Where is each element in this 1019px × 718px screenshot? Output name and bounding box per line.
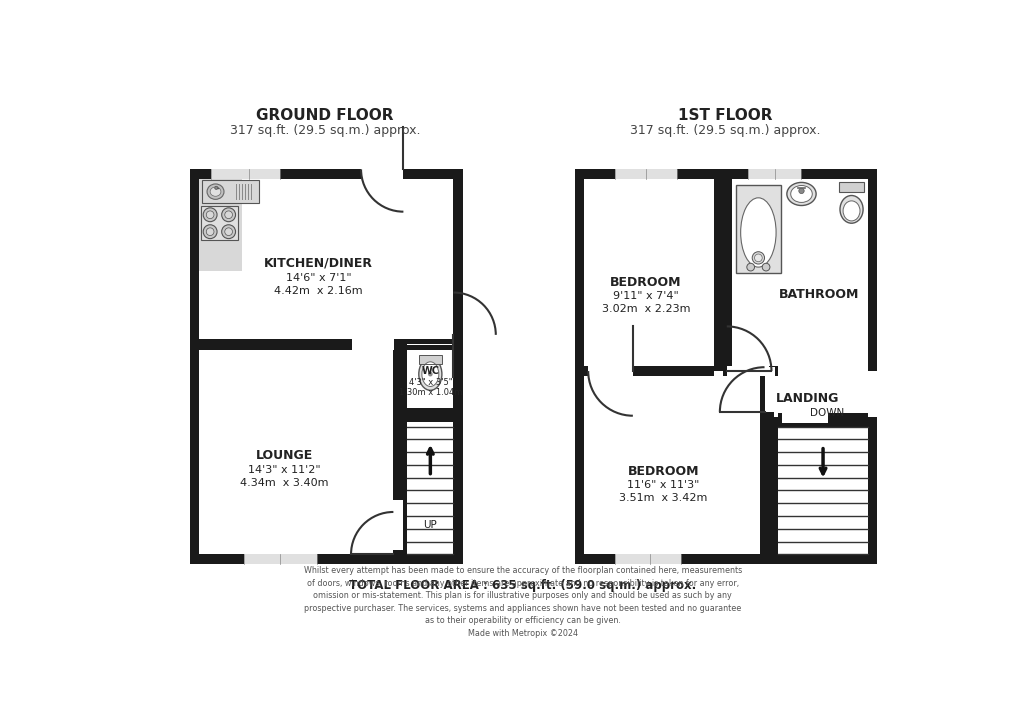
Bar [777, 426, 867, 554]
Circle shape [761, 264, 769, 271]
Bar [614, 169, 676, 179]
Bar [361, 169, 403, 179]
Bar [393, 344, 403, 564]
Ellipse shape [207, 184, 224, 200]
Text: 14'3" x 11'2": 14'3" x 11'2" [248, 465, 320, 475]
Bar [419, 355, 441, 364]
Text: 3.02m  x 2.23m: 3.02m x 2.23m [601, 304, 690, 314]
Bar [727, 366, 768, 376]
Bar [202, 180, 259, 203]
Bar [839, 182, 863, 192]
Ellipse shape [790, 185, 811, 202]
Bar [199, 179, 242, 271]
Circle shape [203, 208, 217, 222]
Text: BEDROOM: BEDROOM [628, 465, 699, 477]
Bar [244, 554, 317, 564]
Text: Whilst every attempt has been made to ensure the accuracy of the floorplan conta: Whilst every attempt has been made to en… [304, 567, 741, 638]
Bar [393, 500, 403, 551]
Circle shape [754, 254, 761, 262]
Circle shape [798, 188, 803, 194]
Ellipse shape [419, 358, 441, 391]
Bar [199, 340, 397, 350]
Bar [190, 169, 463, 564]
Circle shape [221, 208, 235, 222]
Bar [732, 179, 867, 371]
Bar [407, 417, 453, 554]
Bar [584, 179, 713, 371]
Bar [764, 371, 876, 417]
Text: LANDING: LANDING [775, 391, 839, 404]
Bar [839, 182, 863, 192]
Text: 1.30m x 1.04m: 1.30m x 1.04m [398, 388, 462, 397]
Circle shape [215, 186, 218, 190]
Text: 317 sq.ft. (29.5 sq.m.) approx.: 317 sq.ft. (29.5 sq.m.) approx. [630, 123, 819, 136]
Bar [201, 205, 237, 240]
Bar [736, 185, 780, 274]
Text: BATHROOM: BATHROOM [779, 288, 859, 301]
Bar [764, 367, 773, 412]
Text: 4'3" x 3'5": 4'3" x 3'5" [409, 378, 451, 387]
Bar [717, 179, 727, 371]
Bar [722, 366, 777, 376]
Text: 317 sq.ft. (29.5 sq.m.) approx.: 317 sq.ft. (29.5 sq.m.) approx. [229, 123, 420, 136]
Ellipse shape [210, 187, 221, 196]
Bar [575, 169, 876, 564]
Ellipse shape [843, 201, 859, 221]
Ellipse shape [786, 182, 815, 205]
Text: GROUND FLOOR: GROUND FLOOR [256, 108, 393, 123]
Text: 1ST FLOOR: 1ST FLOOR [678, 108, 771, 123]
Text: 14'6" x 7'1": 14'6" x 7'1" [285, 273, 352, 283]
Circle shape [206, 228, 214, 236]
Bar [747, 169, 801, 179]
Ellipse shape [422, 362, 438, 386]
Bar [407, 344, 453, 408]
Text: 4.34m  x 3.40m: 4.34m x 3.40m [239, 478, 328, 488]
Text: WC: WC [421, 366, 439, 376]
Text: 3.51m  x 3.42m: 3.51m x 3.42m [619, 493, 707, 503]
Bar [736, 185, 780, 274]
Bar [199, 344, 397, 554]
Bar [782, 413, 827, 423]
Text: UP: UP [423, 520, 437, 530]
Bar [419, 355, 441, 364]
Circle shape [746, 264, 754, 271]
Bar [352, 340, 393, 350]
Bar [211, 169, 280, 179]
Bar [397, 340, 463, 350]
Bar [614, 554, 680, 564]
Bar [397, 413, 463, 422]
Text: KITCHEN/DINER: KITCHEN/DINER [264, 257, 373, 270]
Text: 11'6" x 11'3": 11'6" x 11'3" [627, 480, 699, 490]
Bar [584, 371, 759, 554]
Bar [584, 366, 713, 376]
Ellipse shape [740, 198, 775, 267]
Bar [407, 344, 453, 345]
Text: BEDROOM: BEDROOM [609, 276, 681, 289]
Bar [588, 366, 632, 376]
Text: TOTAL FLOOR AREA : 635 sq.ft. (59.0 sq.m.) approx.: TOTAL FLOOR AREA : 635 sq.ft. (59.0 sq.m… [348, 579, 696, 592]
Bar [202, 180, 259, 203]
Bar [777, 413, 867, 422]
Text: LOUNGE: LOUNGE [255, 449, 313, 462]
Ellipse shape [840, 195, 862, 223]
Circle shape [428, 372, 432, 376]
Circle shape [224, 211, 232, 218]
Text: DOWN: DOWN [809, 409, 843, 419]
Bar [764, 371, 773, 564]
Bar [201, 205, 237, 240]
Circle shape [221, 225, 235, 238]
Circle shape [203, 225, 217, 238]
Circle shape [751, 252, 764, 264]
Bar [253, 554, 315, 564]
Bar [199, 179, 453, 344]
Circle shape [224, 228, 232, 236]
Text: 4.42m  x 2.16m: 4.42m x 2.16m [274, 286, 363, 296]
Text: 9'11" x 7'4": 9'11" x 7'4" [612, 292, 679, 302]
Circle shape [206, 211, 214, 218]
